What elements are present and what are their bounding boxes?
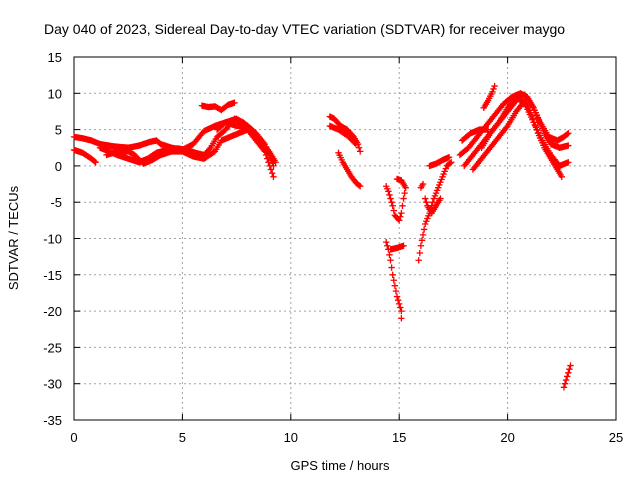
series-track-d xyxy=(103,126,277,180)
series-marks xyxy=(103,126,277,180)
series-track-b xyxy=(70,146,99,166)
series-marks xyxy=(326,122,360,148)
x-tick-label: 5 xyxy=(179,430,186,445)
series-marks xyxy=(422,195,444,217)
y-tick-label: 0 xyxy=(55,159,62,174)
y-tick-label: 5 xyxy=(55,123,62,138)
series-marks xyxy=(417,180,427,191)
series-track-t xyxy=(478,93,572,170)
x-axis-label: GPS time / hours xyxy=(291,458,390,473)
y-tick-label: 15 xyxy=(48,50,62,65)
series-track-e xyxy=(198,99,238,114)
series-track-v xyxy=(458,126,492,144)
y-tick-label: -30 xyxy=(43,377,62,392)
x-tick-label: 20 xyxy=(500,430,514,445)
y-axis-label: SDTVAR / TECUs xyxy=(6,185,21,290)
series-track-f xyxy=(213,119,275,162)
chart-title: Day 040 of 2023, Sidereal Day-to-day VTE… xyxy=(44,21,565,37)
x-tick-label: 25 xyxy=(609,430,623,445)
series-track-j xyxy=(382,175,409,224)
x-tick-label: 10 xyxy=(284,430,298,445)
points xyxy=(70,82,574,391)
series-marks xyxy=(426,153,453,170)
series-marks xyxy=(478,93,572,170)
series-marks xyxy=(96,115,279,166)
y-tick-label: 10 xyxy=(48,86,62,101)
series-track-n xyxy=(422,195,444,217)
series-track-i xyxy=(335,149,364,190)
series-track-k xyxy=(382,238,405,322)
series-marks xyxy=(560,362,574,391)
y-tick-label: -35 xyxy=(43,413,62,428)
series-track-h xyxy=(326,122,360,148)
x-tick-label: 0 xyxy=(70,430,77,445)
series-track-c xyxy=(96,115,279,166)
series-track-u xyxy=(480,82,498,112)
series-marks xyxy=(382,175,409,224)
series-marks xyxy=(382,238,405,322)
series-track-w xyxy=(560,362,574,391)
series-marks xyxy=(387,242,407,253)
series-marks xyxy=(213,119,275,162)
series-marks xyxy=(335,149,364,190)
x-tick-label: 15 xyxy=(392,430,406,445)
series-track-l xyxy=(387,242,407,253)
series-marks xyxy=(70,146,99,166)
series-marks xyxy=(480,82,498,112)
series-marks xyxy=(458,126,492,144)
series-marks xyxy=(198,99,238,114)
series-track-o xyxy=(426,153,453,170)
series-track-p xyxy=(417,180,427,191)
y-tick-label: -5 xyxy=(50,195,62,210)
y-tick-label: -10 xyxy=(43,232,62,247)
tick-labels: 0 5 10 15 20 25 -35 -30 -25 -20 -15 -10 -5 0 5 10 15 xyxy=(43,50,623,445)
y-tick-label: -20 xyxy=(43,304,62,319)
ticks xyxy=(73,56,617,421)
y-tick-label: -15 xyxy=(43,268,62,283)
y-tick-label: -25 xyxy=(43,340,62,355)
